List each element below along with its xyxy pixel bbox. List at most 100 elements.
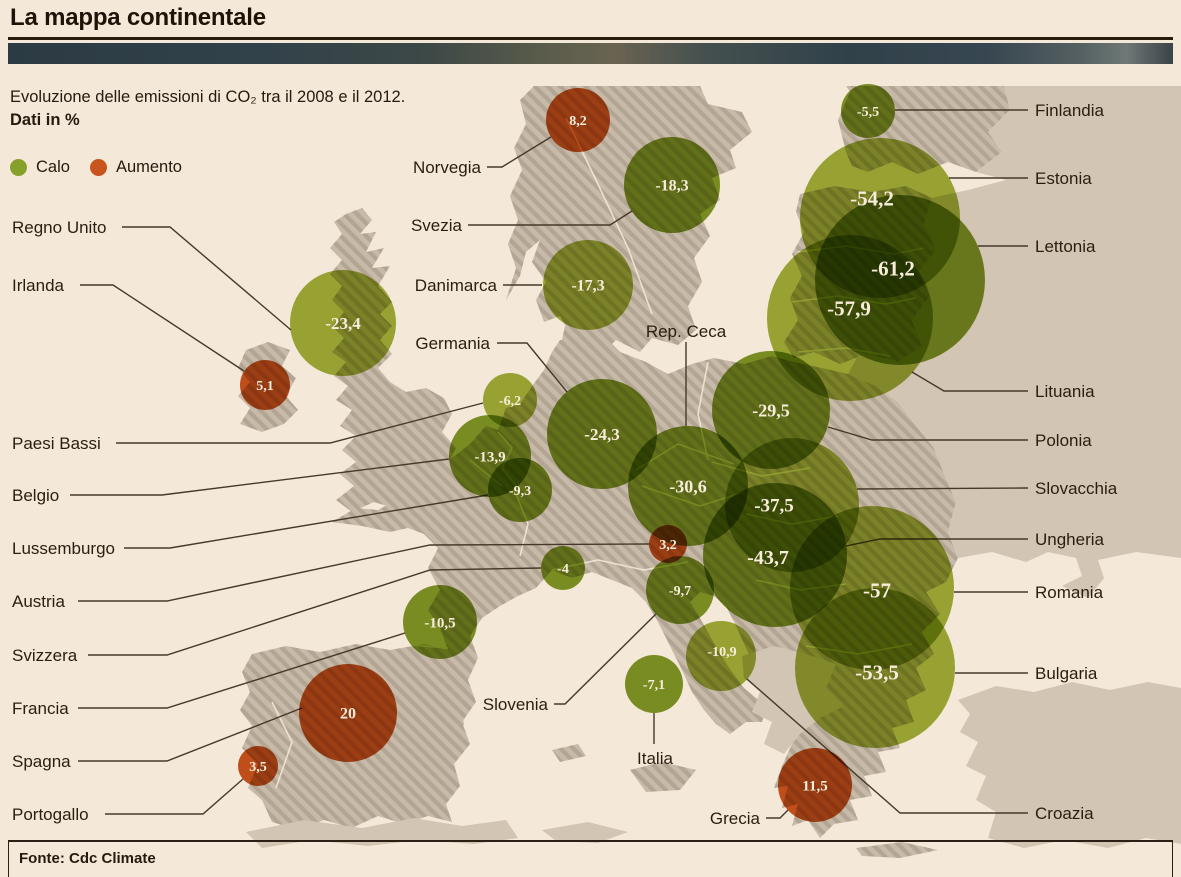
- value-regno-unito: -23,4: [325, 314, 361, 333]
- value-romania: -57: [863, 578, 891, 602]
- label-finlandia: Finlandia: [1035, 101, 1105, 120]
- label-ungheria: Ungheria: [1035, 530, 1105, 549]
- legend-label-calo: Calo: [36, 158, 70, 176]
- value-lussemburgo: -9,3: [509, 484, 531, 499]
- value-irlanda: 5,1: [256, 379, 274, 394]
- value-spagna: 20: [340, 706, 356, 723]
- land-africa-2: [542, 822, 628, 843]
- bubble-lituania: [767, 235, 933, 401]
- value-italia: -7,1: [643, 678, 665, 693]
- label-irlanda: Irlanda: [12, 276, 65, 295]
- label-danimarca: Danimarca: [415, 276, 498, 295]
- leader-francia: [78, 632, 406, 709]
- label-estonia: Estonia: [1035, 169, 1092, 188]
- label-slovacchia: Slovacchia: [1035, 479, 1118, 498]
- leader-grecia: [766, 809, 789, 819]
- label-bulgaria: Bulgaria: [1035, 664, 1098, 683]
- aumento-dot-icon: [89, 159, 107, 176]
- label-spagna: Spagna: [12, 752, 71, 771]
- leader-germania: [497, 342, 568, 393]
- subtitle-line: Evoluzione delle emissioni di CO₂ tra il…: [10, 88, 406, 106]
- value-ungheria: -43,7: [747, 547, 789, 569]
- value-svizzera: -4: [557, 562, 569, 577]
- value-grecia: 11,5: [802, 778, 827, 794]
- label-austria: Austria: [12, 592, 65, 611]
- value-slovacchia: -37,5: [754, 496, 794, 517]
- leader-austria: [78, 543, 650, 602]
- value-estonia: -54,2: [850, 186, 894, 210]
- bubble-svizzera: [541, 546, 585, 590]
- value-bulgaria: -53,5: [855, 660, 899, 684]
- label-francia: Francia: [12, 699, 69, 718]
- page-title: La mappa continentale: [10, 4, 266, 31]
- title-rule: [8, 37, 1173, 40]
- bubble-spagna: [299, 664, 397, 762]
- label-lussemburgo: Lussemburgo: [12, 539, 115, 558]
- value-polonia: -29,5: [752, 400, 790, 420]
- label-regno-unito: Regno Unito: [12, 218, 107, 237]
- chart-subtitle: Evoluzione delle emissioni di CO₂ tra il…: [10, 86, 405, 132]
- subtitle-unit: Dati in %: [10, 111, 80, 129]
- leader-regno-unito: [122, 226, 292, 331]
- land-turkey: [958, 682, 1181, 848]
- label-romania: Romania: [1035, 583, 1104, 602]
- legend-label-aumento: Aumento: [115, 158, 182, 176]
- leader-belgio: [70, 458, 450, 496]
- bubble-grecia: [778, 748, 852, 822]
- bubble-regno-unito: [290, 270, 396, 376]
- label-slovenia: Slovenia: [483, 695, 549, 714]
- label-svezia: Svezia: [411, 216, 463, 235]
- bubble-svezia: [624, 137, 720, 233]
- label-germania: Germania: [415, 334, 490, 353]
- bubble-francia: [403, 585, 477, 659]
- label-croazia: Croazia: [1035, 804, 1094, 823]
- leader-polonia: [827, 426, 1028, 441]
- bubble-portogallo: [238, 746, 278, 786]
- label-polonia: Polonia: [1035, 431, 1092, 450]
- bubble-paesi-bassi: [483, 373, 537, 427]
- leader-slovacchia: [856, 487, 1029, 490]
- bubble-germania: [547, 379, 657, 489]
- photo-banner: [8, 43, 1173, 64]
- label-grecia: Grecia: [710, 809, 761, 828]
- leader-portogallo: [105, 778, 244, 815]
- leader-lituania: [911, 371, 1028, 392]
- value-paesi-bassi: -6,2: [499, 394, 521, 409]
- bubble-lussemburgo: [488, 458, 552, 522]
- value-lettonia: -61,2: [871, 256, 915, 280]
- leader-paesi-bassi: [116, 402, 484, 444]
- bubble-croazia: [686, 621, 756, 691]
- leader-croazia: [746, 678, 1028, 814]
- bubble-irlanda: [240, 360, 290, 410]
- leader-spagna: [78, 707, 303, 762]
- value-lituania: -57,9: [827, 296, 871, 320]
- value-norvegia: 8,2: [569, 114, 587, 129]
- label-lettonia: Lettonia: [1035, 237, 1096, 256]
- bubble-norvegia: [546, 88, 610, 152]
- calo-dot-icon: [10, 159, 27, 176]
- bubbles: [238, 84, 985, 822]
- land-balearics: [552, 744, 586, 762]
- leader-svizzera: [88, 567, 542, 656]
- bubble-values: -23,4 5,1 -6,2 -13,9 -9,3 3,2 -4 -10,5 20 3,5 8,2 -…: [249, 105, 915, 794]
- value-portogallo: 3,5: [249, 760, 267, 775]
- leader-lussemburgo: [124, 494, 489, 549]
- label-rep-ceca: Rep. Ceca: [646, 322, 727, 341]
- value-svezia: -18,3: [655, 178, 688, 195]
- label-portogallo: Portogallo: [12, 805, 89, 824]
- source-box: Fonte: Cdc Climate: [8, 840, 1173, 877]
- legend: Calo Aumento: [10, 158, 202, 177]
- value-germania: -24,3: [584, 425, 619, 444]
- value-finlandia: -5,5: [857, 105, 879, 120]
- leader-svezia: [468, 210, 633, 226]
- value-croazia: -10,9: [707, 645, 736, 660]
- label-italia: Italia: [637, 749, 673, 768]
- label-svizzera: Svizzera: [12, 646, 78, 665]
- land-crete: [856, 842, 938, 858]
- label-paesi-bassi: Paesi Bassi: [12, 434, 101, 453]
- land-sicily: [630, 762, 696, 792]
- value-belgio: -13,9: [474, 449, 505, 465]
- value-danimarca: -17,3: [571, 278, 604, 295]
- leader-norvegia: [487, 136, 552, 168]
